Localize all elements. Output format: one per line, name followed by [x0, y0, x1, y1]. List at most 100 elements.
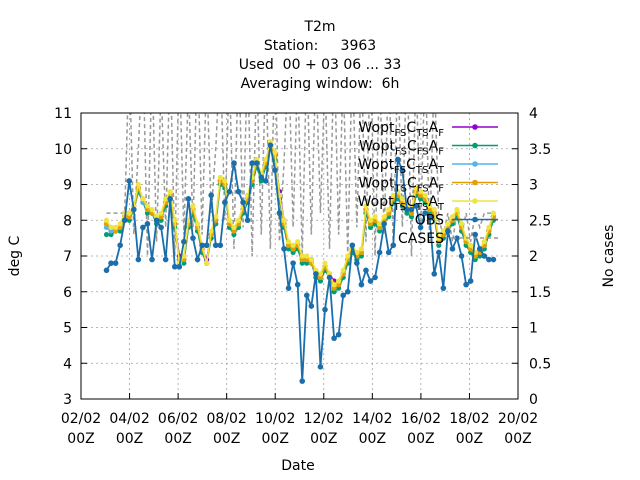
used-forecasts-label: Used 00 + 03 06 ... 33	[238, 57, 402, 73]
x-tick-label: 10/02	[255, 411, 295, 427]
legend-label: WoptFSCTSAT	[358, 157, 445, 176]
obs-point	[158, 224, 164, 231]
data-point	[144, 203, 151, 209]
obs-point	[281, 246, 287, 252]
data-point	[372, 214, 378, 220]
data-point	[126, 217, 132, 223]
data-point	[422, 192, 428, 198]
x-axis-label: Date	[281, 458, 314, 474]
data-point	[208, 228, 214, 234]
obs-point	[308, 303, 315, 309]
data-point	[445, 221, 451, 227]
data-point	[140, 196, 146, 202]
data-point	[336, 282, 342, 288]
obs-point	[176, 263, 183, 270]
data-point	[117, 221, 123, 227]
obs-point	[413, 203, 419, 209]
obs-point	[135, 256, 142, 263]
legend-label: CASES	[398, 231, 444, 247]
x-tick-label: 14/02	[352, 411, 392, 427]
obs-point	[481, 253, 488, 259]
legend-marker	[472, 198, 478, 204]
data-point	[285, 239, 292, 245]
obs-point	[294, 281, 301, 288]
obs-point	[340, 292, 347, 299]
x-tick-label: 06/02	[158, 411, 198, 427]
y-tick-label: 7	[63, 249, 72, 265]
obs-point	[404, 206, 410, 213]
data-point	[295, 239, 301, 245]
obs-point	[372, 274, 378, 281]
obs-point	[144, 221, 151, 227]
obs-point	[313, 271, 319, 277]
data-point	[204, 260, 210, 266]
data-point	[285, 246, 292, 252]
obs-point	[395, 156, 401, 163]
data-point	[377, 221, 383, 227]
data-point	[117, 224, 123, 230]
x-tick-label: 20/02	[498, 411, 538, 427]
data-point	[381, 214, 387, 220]
data-point	[317, 278, 324, 284]
forecast-series	[103, 139, 497, 295]
data-point	[336, 285, 342, 291]
data-point	[163, 196, 169, 202]
data-point	[468, 242, 474, 248]
obs-point	[358, 281, 365, 288]
obs-point	[440, 285, 447, 291]
data-point	[417, 192, 424, 198]
data-point	[108, 224, 114, 230]
obs-point	[217, 242, 224, 249]
x-tick-label: 00Z	[504, 431, 531, 447]
legend-marker	[472, 179, 478, 186]
data-point	[304, 256, 310, 263]
obs-point	[490, 256, 497, 263]
obs-point	[153, 217, 160, 224]
y-tick-label: 5	[63, 321, 72, 337]
data-point	[172, 217, 178, 223]
y-tick-label: 10	[54, 142, 72, 158]
data-point	[486, 224, 492, 230]
y-tick-label: 3	[63, 392, 72, 408]
data-point	[108, 231, 114, 238]
obs-point	[263, 178, 269, 184]
data-point	[231, 231, 237, 238]
data-point	[226, 217, 232, 223]
data-point	[367, 217, 374, 223]
data-point	[322, 260, 328, 266]
data-point	[126, 210, 132, 216]
data-point	[167, 189, 173, 195]
obs-point	[103, 267, 110, 274]
obs-point	[435, 249, 442, 256]
data-point	[336, 278, 342, 284]
data-point	[231, 224, 237, 230]
data-point	[358, 249, 365, 256]
x-tick-label: 00Z	[407, 431, 434, 447]
obs-point	[385, 249, 392, 256]
data-point	[290, 246, 296, 252]
data-point	[112, 224, 119, 230]
obs-point	[235, 188, 242, 195]
obs-point	[244, 217, 251, 224]
x-tick-label: 00Z	[456, 431, 483, 447]
x-tick-label: 00Z	[164, 431, 191, 447]
data-point	[358, 246, 365, 252]
data-point	[399, 196, 405, 202]
legend-label: WoptTSCFSAF	[359, 176, 445, 195]
data-point	[440, 228, 446, 234]
data-point	[285, 242, 292, 248]
obs-point	[199, 242, 205, 249]
legend: WoptFSCTSAFWoptFSCFSAFWoptFSCTSATWoptTSC…	[358, 120, 498, 247]
data-point	[490, 210, 497, 216]
x-tick-label: 16/02	[401, 411, 441, 427]
data-point	[103, 224, 110, 230]
obs-point	[431, 271, 438, 277]
x-tick-label: 00Z	[116, 431, 143, 447]
obs-point	[208, 192, 214, 199]
data-point	[112, 228, 119, 234]
y2-tick-label: 1.5	[529, 285, 551, 301]
data-point	[436, 235, 442, 241]
legend-label: WoptTSCTSAT	[358, 194, 445, 213]
y-tick-label: 4	[63, 356, 72, 372]
data-point	[235, 217, 242, 223]
